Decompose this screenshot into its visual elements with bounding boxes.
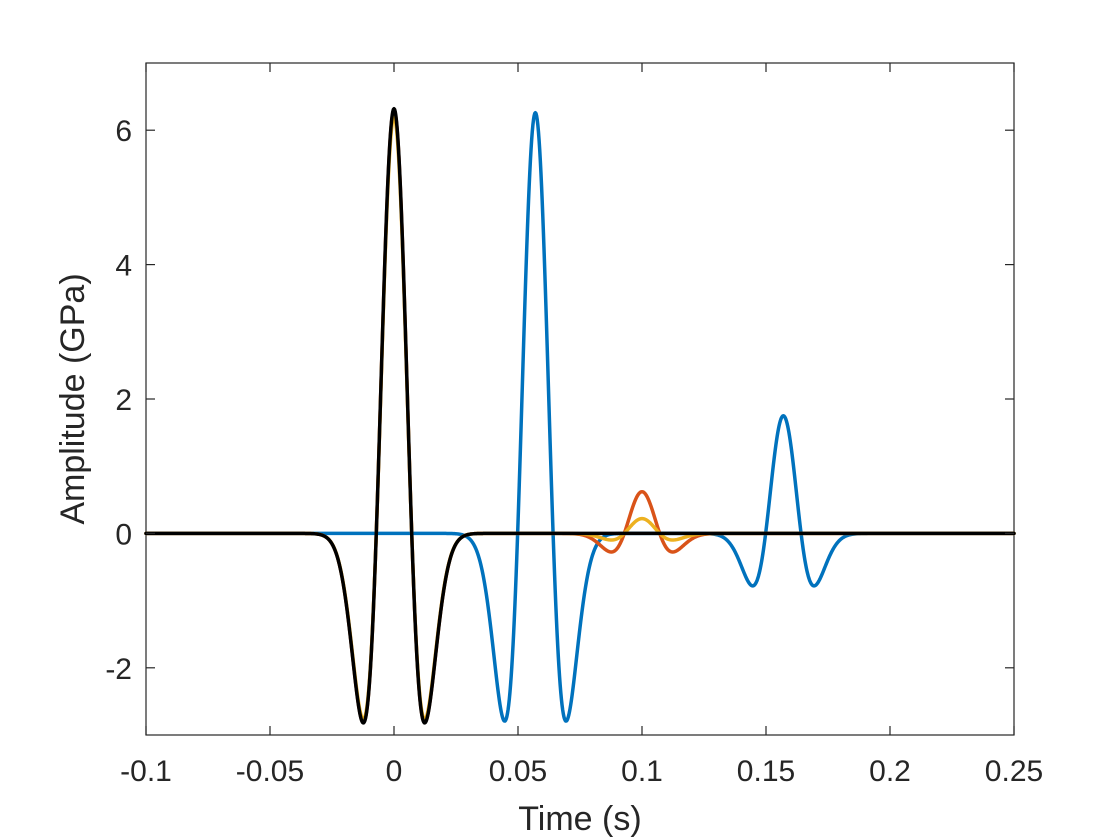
y-tick-label: 0: [115, 518, 132, 551]
y-tick-label: 2: [115, 384, 132, 417]
x-tick-label: 0.2: [869, 755, 911, 788]
y-tick-label: 4: [115, 250, 132, 283]
x-tick-label: -0.1: [120, 755, 172, 788]
tick-labels-layer: -0.1 -0.05 0 0.05 0.1 0.15 0.2 0.25 -2 0 2 4 6: [105, 115, 1043, 788]
x-tick-label: 0.1: [621, 755, 663, 788]
series-line-4: [144, 106, 1016, 725]
x-tick-label: 0.25: [985, 755, 1043, 788]
x-tick-label: 0: [386, 755, 403, 788]
y-tick-label: -2: [105, 653, 132, 686]
y-axis-label: Amplitude (GPa): [54, 273, 92, 524]
ticks-layer: [145, 63, 1015, 735]
x-axis-label: Time (s): [518, 800, 641, 838]
y-tick-label: 6: [115, 115, 132, 148]
series-layer: [144, 106, 1016, 725]
x-tick-label: 0.15: [737, 755, 795, 788]
x-tick-label: 0.05: [489, 755, 547, 788]
x-tick-label: -0.05: [236, 755, 304, 788]
